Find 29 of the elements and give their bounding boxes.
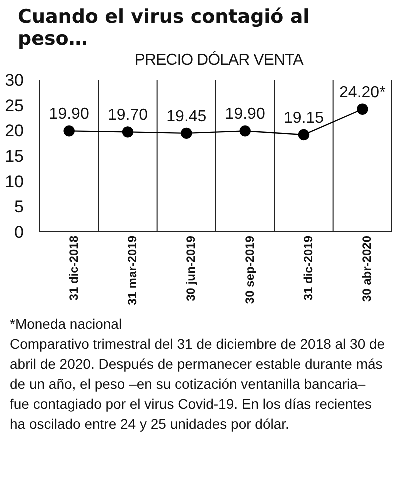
data-label: 19.90 xyxy=(49,106,90,124)
y-tick-label: 15 xyxy=(5,147,24,166)
x-tick-label: 31 dic-2018 xyxy=(66,236,81,301)
x-tick-label: 31 dic-2019 xyxy=(302,236,316,301)
point xyxy=(181,128,192,140)
y-tick-label: 30 xyxy=(5,71,24,90)
chart-subtitle: PRECIO DÓLAR VENTA xyxy=(134,52,305,70)
point xyxy=(298,129,310,141)
y-tick-label: 20 xyxy=(5,122,24,141)
text: *Moneda nacional xyxy=(10,315,124,334)
data-label: 19.45 xyxy=(166,108,207,126)
point xyxy=(357,104,368,115)
data-label: 24.20* xyxy=(340,84,386,102)
x-tick-label: 30 jun-2019 xyxy=(184,236,198,302)
y-tick-label: 25 xyxy=(5,96,24,116)
chart-title: Cuando el virus contagió al peso… xyxy=(17,5,311,50)
data-label: 19.15 xyxy=(284,110,324,127)
data-label: 19.70 xyxy=(108,107,148,124)
x-tick-label: 31 mar-2019 xyxy=(126,236,140,306)
point xyxy=(64,126,75,137)
point xyxy=(240,126,251,137)
x-tick-label: 30 abr-2020 xyxy=(360,236,374,302)
x-tick-label: 30 sep-2019 xyxy=(242,236,257,304)
data-label: 19.90 xyxy=(225,106,266,124)
y-tick-label: 0 xyxy=(14,223,24,242)
text: Comparativo trimestral del 31 de diciembre de 2018 al 30 de abril de 2020. Después de permanecer estable durante más de un año, el peso –en su cotización ventanilla bancaria– fue contagiado por el virus Covid-19. En los días recientes ha oscilado entre 24 y 25 unidades por dólar. xyxy=(10,335,386,434)
point xyxy=(122,126,134,138)
y-tick-label: 10 xyxy=(5,172,24,192)
y-tick-label: 5 xyxy=(14,198,24,217)
